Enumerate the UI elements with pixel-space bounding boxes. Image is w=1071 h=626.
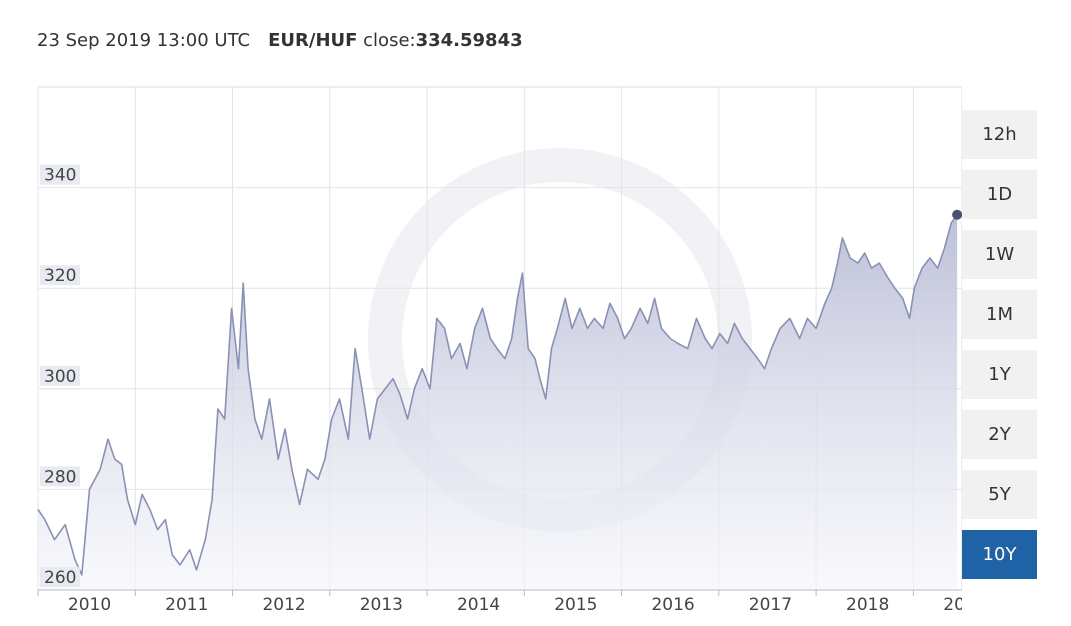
y-tick-label: 320 [44, 266, 76, 286]
x-tick-label: 2019 [943, 595, 962, 615]
x-tick-label: 2017 [749, 595, 792, 615]
x-tick-label: 2018 [846, 595, 889, 615]
range-button[interactable]: 1Y [962, 350, 1037, 399]
close-label: close: [363, 30, 416, 51]
timestamp: 23 Sep 2019 13:00 UTC [37, 30, 251, 51]
area [38, 214, 958, 591]
x-tick-label: 2012 [262, 595, 305, 615]
x-tick-label: 2016 [651, 595, 694, 615]
x-tick-label: 2010 [68, 595, 111, 615]
y-tick-bg [40, 567, 80, 587]
y-tick: 320 [40, 265, 80, 286]
y-tick: 260 [40, 567, 80, 588]
y-tick-bg [40, 265, 80, 286]
range-button[interactable]: 1W [962, 230, 1037, 279]
range-button[interactable]: 10Y [962, 530, 1037, 579]
y-tick: 280 [40, 466, 80, 487]
line [37, 214, 958, 576]
range-button[interactable]: 1M [962, 290, 1037, 339]
chart: 2010 2011 2012 2013 2014 2015 2016 2017 2018 2019… [37, 86, 962, 616]
x-tick-label: 2011 [165, 595, 208, 615]
x-axis-band [38, 590, 962, 616]
y-tick-label: 340 [44, 166, 76, 186]
range-button[interactable]: 2Y [962, 410, 1037, 459]
range-button[interactable]: 12h [962, 110, 1037, 159]
range-button[interactable]: 1D [962, 170, 1037, 219]
y-tick: 340 [40, 164, 80, 186]
y-tick-label: 280 [44, 467, 76, 487]
x-tick-label: 2014 [457, 595, 500, 615]
last-point [952, 209, 962, 220]
y-tick-bg [40, 466, 80, 487]
y-tick-bg [40, 365, 80, 386]
header: 23 Sep 2019 13:00 UTC EUR/HUF close:334.5… [37, 30, 523, 51]
range-button[interactable]: 5Y [962, 470, 1037, 519]
y-tick-label: 260 [44, 568, 76, 588]
close-value: 334.59843 [415, 30, 523, 51]
x-tick-label: 2015 [554, 595, 597, 615]
pair: EUR/HUF [268, 30, 358, 51]
y-tick-label: 300 [44, 367, 76, 387]
y-tick-bg [40, 164, 80, 185]
x-tick-label: 2013 [360, 595, 403, 615]
y-tick: 300 [40, 365, 80, 387]
